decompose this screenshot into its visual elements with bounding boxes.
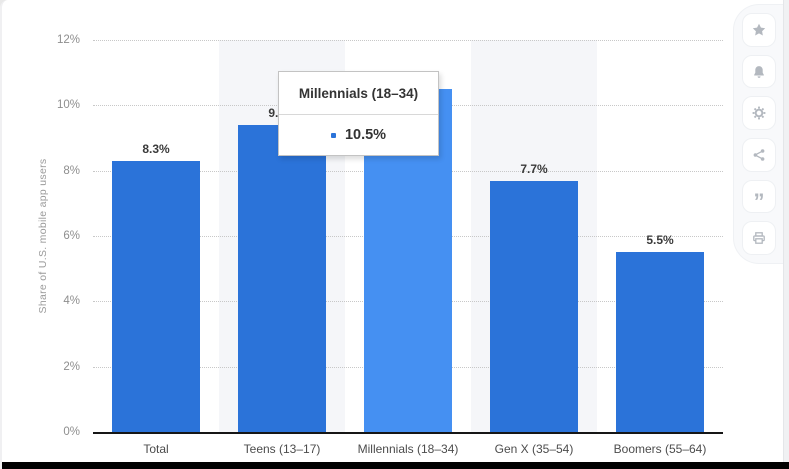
print-button[interactable] — [742, 221, 776, 256]
x-label-teens: Teens (13–17) — [243, 442, 321, 456]
bar-genx[interactable] — [490, 180, 578, 432]
chart-tooltip: Millennials (18–34) 10.5% — [278, 71, 439, 156]
settings-button[interactable] — [742, 96, 776, 131]
alerts-button[interactable] — [742, 54, 776, 89]
series-bullet-icon — [330, 132, 336, 138]
gear-icon — [751, 105, 767, 121]
tooltip-value: 10.5% — [344, 127, 387, 143]
y-axis-title: Share of U.S. mobile app users — [37, 158, 49, 314]
tooltip-title: Millennials (18–34) — [279, 72, 438, 115]
bar-value-label: 8.3% — [142, 141, 170, 156]
x-label-millennials: Millennials (18–34) — [357, 442, 459, 456]
chart-column-boomers: 5.5% — [597, 40, 723, 432]
chart-column-genx: 7.7% — [471, 40, 597, 432]
star-icon — [751, 22, 767, 38]
cite-button[interactable]: ” — [742, 179, 776, 214]
y-tick-label: 12% — [56, 34, 80, 46]
action-toolbar: ” — [733, 4, 789, 264]
x-label-boomers: Boomers (55–64) — [613, 442, 707, 456]
scrollbar[interactable] — [783, 0, 789, 462]
y-tick-label: 8% — [63, 165, 80, 177]
bar-value-label: 5.5% — [646, 233, 674, 248]
bottom-bar — [2, 462, 789, 469]
x-label-genx: Gen X (35–54) — [494, 442, 574, 456]
y-tick-label: 2% — [63, 361, 80, 373]
bar-teens[interactable] — [238, 124, 326, 432]
y-tick-label: 4% — [63, 295, 80, 307]
y-tick-label: 6% — [63, 230, 80, 242]
bar-boomers[interactable] — [616, 252, 704, 432]
favorite-button[interactable] — [742, 13, 776, 47]
chart-column-total: 8.3% — [93, 40, 219, 432]
y-tick-label: 0% — [63, 426, 80, 438]
x-axis-line — [93, 432, 723, 434]
share-button[interactable] — [742, 138, 776, 172]
bell-icon — [751, 64, 767, 80]
y-tick-label: 10% — [56, 99, 80, 111]
gridline-12pct — [93, 40, 723, 41]
bar-value-label: 7.7% — [520, 161, 548, 176]
quote-icon: ” — [753, 188, 765, 214]
bar-total[interactable] — [112, 160, 200, 432]
share-icon — [751, 147, 767, 163]
print-icon — [751, 230, 767, 246]
x-label-total: Total — [143, 442, 169, 456]
